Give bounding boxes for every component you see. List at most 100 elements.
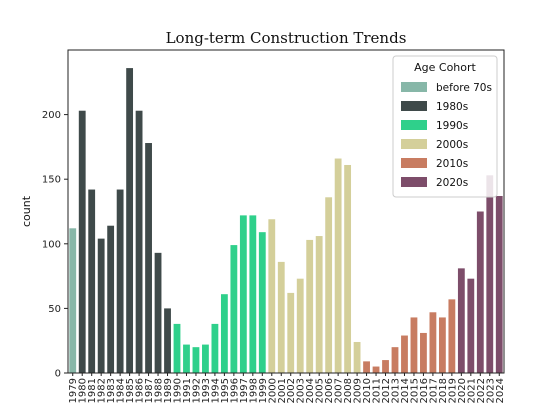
bar-2020 (457, 268, 465, 373)
legend-entry-label: 2020s (436, 177, 468, 189)
legend-swatch (401, 139, 427, 149)
x-tick-label: 2023 (485, 378, 496, 403)
bar-1979 (69, 228, 77, 373)
bar-1990 (173, 323, 181, 373)
x-tick-label: 2010 (362, 378, 373, 403)
bar-2002 (287, 292, 295, 373)
x-tick-label: 2001 (277, 378, 288, 403)
y-axis-label: count (20, 195, 33, 227)
x-tick-label: 2006 (324, 378, 335, 403)
x-tick-label: 2020 (457, 378, 468, 403)
legend: Age Cohort before 70s 1980s 1990s 2000s 2010s… (392, 55, 498, 198)
legend-swatch (401, 158, 427, 168)
bar-1983 (107, 225, 115, 373)
bar-2008 (344, 164, 352, 373)
legend-swatch (401, 177, 427, 187)
bar-2018 (438, 317, 446, 373)
bar-1980 (78, 110, 86, 373)
x-tick-label: 2008 (343, 378, 354, 403)
bar-2024 (495, 196, 503, 373)
x-tick-label: 2002 (286, 378, 297, 403)
x-tick-label: 1993 (201, 378, 212, 403)
bar-1981 (88, 189, 96, 373)
x-tick-label: 2013 (391, 378, 402, 403)
x-tick-label: 1987 (144, 378, 155, 403)
bar-2005 (315, 236, 323, 373)
bar-2001 (277, 261, 285, 373)
bar-1993 (202, 344, 209, 373)
bar-2019 (448, 299, 456, 373)
x-tick-label: 1999 (258, 378, 269, 403)
bar-1982 (97, 238, 105, 373)
x-tick-label: 2007 (334, 378, 345, 403)
bar-2022 (476, 211, 484, 373)
legend-swatch (401, 101, 427, 111)
x-tick-label: 2017 (428, 378, 439, 403)
x-tick-label: 2019 (447, 378, 458, 403)
bar-2021 (467, 278, 475, 373)
bar-1985 (126, 68, 134, 373)
x-tick-label: 2011 (372, 378, 383, 403)
legend-swatch (401, 82, 427, 92)
x-tick-label: 2015 (409, 378, 420, 403)
bar-2013 (391, 347, 399, 373)
bar-2014 (401, 335, 408, 373)
x-tick-label: 1979 (68, 378, 79, 403)
bar-1997 (239, 215, 247, 373)
bar-1996 (230, 245, 238, 373)
x-tick-label: 2003 (296, 378, 307, 403)
bar-2011 (372, 366, 380, 373)
x-tick-label: 2022 (476, 378, 487, 403)
x-tick-label: 2018 (438, 378, 449, 403)
bar-1994 (211, 323, 219, 373)
x-tick-label: 1989 (163, 378, 174, 403)
bar-2000 (268, 219, 276, 373)
y-tick-label: 200 (42, 110, 61, 121)
bar-1999 (258, 232, 266, 373)
x-tick-label: 1985 (125, 378, 136, 403)
bar-2016 (420, 332, 427, 373)
y-axis: 0 50 100 150 200 (42, 110, 68, 380)
x-tick-label: 1992 (191, 378, 202, 403)
legend-entry-label: 1990s (436, 120, 468, 132)
bar-1995 (220, 294, 228, 373)
y-tick-label: 100 (42, 239, 61, 250)
bar-1989 (164, 308, 171, 373)
bar-2003 (296, 278, 304, 373)
bar-1987 (145, 143, 152, 373)
bars-group (69, 68, 503, 373)
x-tick-label: 1996 (229, 378, 240, 403)
legend-entry-label: 2000s (436, 139, 468, 151)
x-tick-label: 1980 (78, 378, 89, 403)
bar-2012 (382, 360, 389, 373)
legend-entry-label: 2010s (436, 158, 468, 170)
bar-1984 (116, 189, 124, 373)
y-tick-label: 150 (42, 175, 61, 186)
bar-1998 (249, 215, 257, 373)
bar-2015 (410, 317, 418, 373)
legend-entry-label: 1980s (436, 101, 468, 113)
x-axis: 1979198019811982198319841985198619871988… (68, 373, 506, 403)
x-tick-label: 2024 (495, 378, 506, 403)
bar-2009 (353, 341, 361, 373)
y-tick-label: 50 (48, 304, 61, 315)
bar-2023 (486, 175, 494, 373)
x-tick-label: 1995 (220, 378, 231, 403)
plot-frame (67, 49, 505, 374)
legend-entry-label: before 70s (436, 82, 492, 94)
x-tick-label: 1982 (97, 378, 108, 403)
x-tick-label: 1994 (210, 378, 221, 403)
bar-2017 (429, 312, 437, 373)
y-tick-label: 0 (55, 369, 61, 380)
x-tick-label: 2004 (305, 378, 316, 403)
x-tick-label: 1988 (154, 378, 165, 403)
bar-2006 (325, 197, 333, 373)
bar-2010 (363, 361, 370, 373)
x-tick-label: 1986 (135, 378, 146, 403)
x-tick-label: 1998 (248, 378, 259, 403)
x-tick-label: 2014 (400, 378, 411, 403)
bar-2007 (334, 158, 342, 373)
x-tick-label: 2005 (315, 378, 326, 403)
x-tick-label: 2016 (419, 378, 430, 403)
